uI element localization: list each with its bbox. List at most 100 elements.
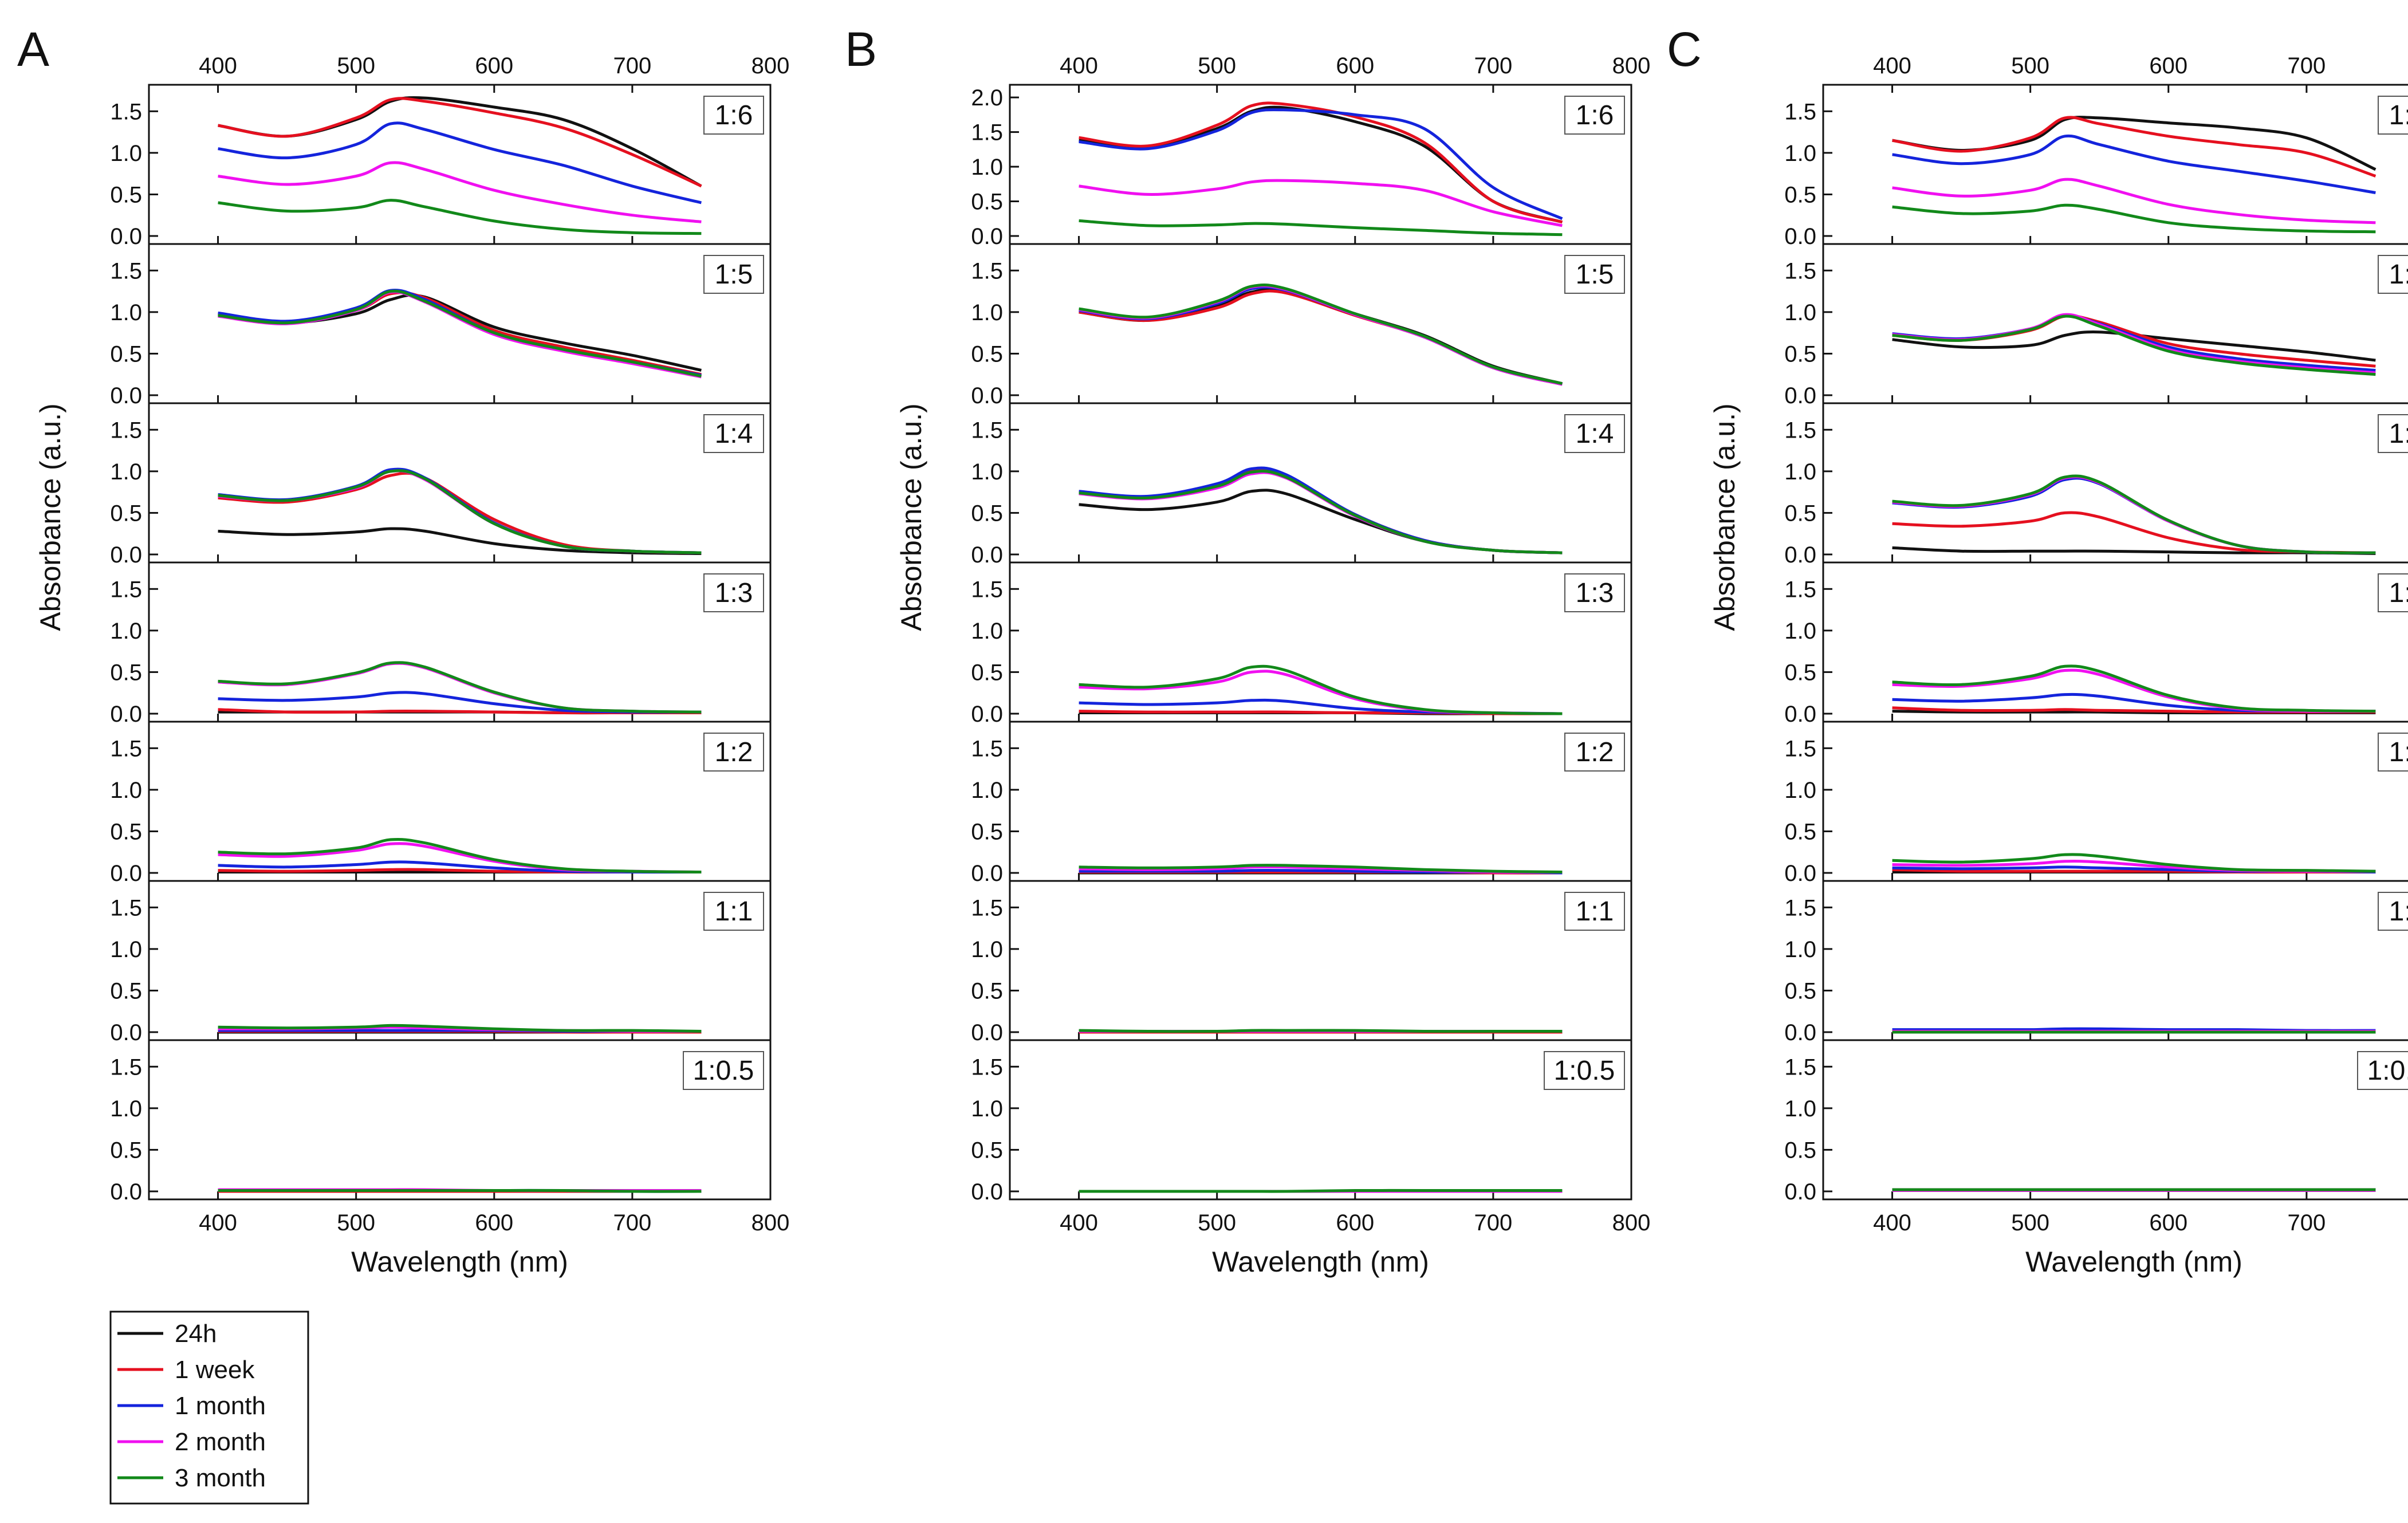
series-line-1-month — [218, 691, 702, 714]
y-tick-label: 0.0 — [1784, 383, 1816, 408]
y-tick-label: 0.0 — [971, 1179, 1003, 1205]
ratio-label: 1:4 — [2389, 419, 2408, 449]
y-tick-label: 0.0 — [1784, 861, 1816, 886]
series-line-2-month — [1892, 178, 2376, 225]
subplot-frame — [1822, 880, 2408, 1041]
ratio-label-box — [2378, 892, 2408, 931]
series-line-3-month — [218, 1024, 702, 1033]
subplot-1-1: 0.0 0.5 1.0 1.5 1:1 — [971, 880, 1632, 1045]
series-line-3-month — [1079, 470, 1563, 554]
series-line-2-month — [218, 290, 702, 379]
y-tick-label: 0.0 — [971, 861, 1003, 886]
subplot-1-6: 0.0 0.5 1.0 1.5 1:6 — [110, 84, 772, 249]
subplot-1-1: 0.0 0.5 1.0 1.5 1:1 — [1784, 880, 2408, 1045]
y-tick-label: 1.0 — [110, 937, 142, 962]
y-tick-label: 1.5 — [110, 99, 142, 124]
x-tick-label-top: 600 — [1336, 53, 1374, 78]
series-line-3-month — [218, 199, 702, 235]
series-line-1-month — [1892, 134, 2376, 194]
y-tick-label: 1.5 — [971, 1054, 1003, 1080]
y-tick-label: 0.5 — [1784, 501, 1816, 526]
series-line-1-month — [1892, 692, 2376, 713]
y-tick-label: 0.5 — [110, 978, 142, 1003]
y-tick-label: 0.0 — [110, 861, 142, 886]
ratio-label-box — [2378, 573, 2408, 612]
subplot-1-6: 0.0 0.5 1.0 1.5 2.0 1:6 — [971, 84, 1632, 249]
ratio-label: 1:3 — [1576, 578, 1614, 608]
y-tick-label: 0.5 — [971, 660, 1003, 685]
ratio-label: 1:4 — [715, 419, 753, 449]
y-tick-label: 0.0 — [971, 224, 1003, 249]
subplot-1-3: 0.0 0.5 1.0 1.5 1:3 — [110, 561, 772, 727]
y-tick-label: 1.5 — [971, 418, 1003, 443]
series-line-1-month — [218, 121, 702, 204]
subplot-frame — [1009, 1039, 1632, 1201]
series-line-1-week — [218, 97, 702, 188]
y-tick-label: 1.5 — [1784, 895, 1816, 920]
series-line-3-month — [218, 1189, 702, 1193]
y-tick-label: 1.5 — [1784, 736, 1816, 761]
subplot-1-0-5: 0.0 0.5 1.0 1.5 1:0.5 — [1784, 1039, 2408, 1205]
ratio-label-box — [1564, 733, 1625, 772]
series-line-1-month — [1892, 314, 2376, 372]
series-line-2-month — [218, 161, 702, 223]
x-tick-label-top: 400 — [1873, 53, 1911, 78]
series-line-2-month — [1892, 668, 2376, 713]
y-axis-title: Absorbance (a.u.) — [1709, 403, 1741, 631]
subplot-1-0-5: 0.0 0.5 1.0 1.5 1:0.5 — [110, 1039, 772, 1205]
y-tick-label: 0.5 — [1784, 182, 1816, 207]
subplot-1-4: 0.0 0.5 1.0 1.5 1:4 — [110, 402, 772, 568]
x-axis-title: Wavelength (nm) — [351, 1246, 568, 1278]
y-tick-label: 0.0 — [1784, 702, 1816, 727]
y-tick-label: 0.5 — [1784, 819, 1816, 844]
series-line-2-month — [1079, 670, 1563, 715]
subplot-frame — [148, 1039, 772, 1201]
series-line-1-month — [218, 467, 702, 554]
ratio-label-box — [703, 414, 764, 453]
y-tick-label: 1.5 — [1784, 99, 1816, 124]
series-line-3-month — [218, 661, 702, 714]
y-tick-label: 0.5 — [110, 341, 142, 367]
series-line-2-month — [218, 662, 702, 714]
ratio-label: 1:3 — [715, 578, 753, 608]
y-tick-label: 0.5 — [1784, 660, 1816, 685]
x-tick-label-top: 600 — [475, 53, 513, 78]
legend-label: 1 month — [175, 1392, 266, 1420]
y-tick-label: 1.0 — [1784, 141, 1816, 166]
ratio-label-box — [703, 892, 764, 931]
panel-a: A 0.0 0.5 1.0 1.5 1:6 0.0 0.5 1.0 1.5 1:5 0.0 0.5 1.0… — [17, 22, 789, 1278]
y-tick-label: 0.0 — [110, 383, 142, 408]
ratio-label-box — [703, 573, 764, 612]
series-line-2-month — [1079, 471, 1563, 554]
x-tick-label-top: 800 — [751, 53, 790, 78]
ratio-label-box — [703, 733, 764, 772]
ratio-label: 1:6 — [1576, 100, 1614, 131]
x-tick-label-top: 500 — [1198, 53, 1236, 78]
series-line-3-month — [1079, 1029, 1563, 1033]
legend-label: 24h — [175, 1320, 217, 1348]
ratio-label-box — [1544, 1051, 1625, 1090]
y-tick-label: 0.5 — [971, 978, 1003, 1003]
series-line-3-month — [1892, 853, 2376, 873]
y-tick-label: 0.5 — [971, 190, 1003, 215]
x-tick-label: 600 — [1336, 1210, 1374, 1235]
x-tick-label: 700 — [1474, 1210, 1513, 1235]
y-tick-label: 1.5 — [110, 736, 142, 761]
y-tick-label: 1.5 — [971, 895, 1003, 920]
y-tick-label: 1.0 — [971, 459, 1003, 485]
x-tick-label: 500 — [337, 1210, 375, 1235]
y-tick-label: 1.5 — [110, 258, 142, 284]
x-tick-label-top: 800 — [1612, 53, 1651, 78]
ratio-label-box — [683, 1051, 764, 1090]
ratio-label: 1:1 — [2389, 896, 2408, 927]
series-line-1-week — [1892, 511, 2376, 554]
x-tick-label: 600 — [475, 1210, 513, 1235]
ratio-label-box — [2378, 255, 2408, 294]
panels-layer: A 0.0 0.5 1.0 1.5 1:6 0.0 0.5 1.0 1.5 1:5 0.0 0.5 1.0… — [17, 22, 2408, 1278]
y-tick-label: 0.5 — [971, 1138, 1003, 1163]
legend: 24h 1 week 1 month 2 month 3 month — [109, 1311, 309, 1505]
ratio-label: 1:5 — [2389, 259, 2408, 290]
subplot-frame — [1822, 243, 2408, 404]
y-tick-label: 0.5 — [110, 501, 142, 526]
y-tick-label: 1.0 — [1784, 300, 1816, 325]
